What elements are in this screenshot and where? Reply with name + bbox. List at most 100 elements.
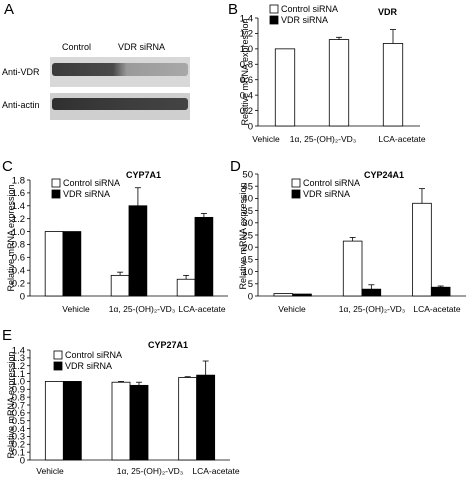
y-tick-label: 0.2 [12, 440, 25, 451]
bar-vdr-sirna-2 [194, 216, 214, 297]
panel-a: A Control VDR siRNA Anti-VDR Anti-actin [2, 1, 190, 120]
y-tick-label: 20 [242, 243, 253, 254]
y-tick-label: 1.2 [240, 29, 253, 40]
y-tick-label: 25 [242, 230, 253, 241]
category-label: Vehicle [252, 134, 280, 144]
y-axis-label: Relative mRNA expression [6, 184, 16, 291]
bar-control-sirna-2 [412, 202, 432, 297]
y-tick-label: 1.1 [12, 369, 25, 380]
y-tick-label: 0.6 [12, 253, 25, 264]
y-axis-label: Relative mRNA expression [240, 18, 250, 125]
y-tick-label: 1.0 [240, 44, 253, 55]
legend-swatch-control-sirna [51, 178, 61, 188]
legend-label-vdr-sirna: VDR siRNA [303, 189, 350, 199]
bar-vdr-sirna-0 [292, 293, 312, 297]
blot-band-actin [52, 98, 188, 110]
y-tick-label: 1.0 [12, 227, 25, 238]
bar-vdr-sirna-0 [62, 381, 82, 461]
category-label: LCA-acetate [178, 304, 226, 314]
y-tick-label: 40 [242, 194, 253, 205]
lane-label-control: Control [62, 42, 91, 52]
y-tick-label: 0.2 [240, 106, 253, 117]
y-tick-label: 0.8 [12, 392, 25, 403]
chart-panel-c: C CYP7A1 0 0.20.4 0.6 0.8 1.0 1.2 1.4 1.6 1.8Relat… [2, 158, 228, 314]
y-tick-label: 30 [242, 218, 253, 229]
category-label: LCA-acetate [378, 134, 426, 144]
chart-title: VDR [378, 7, 398, 17]
y-tick-label: 1.6 [12, 188, 25, 199]
y-tick-label: 1.0 [12, 377, 25, 388]
legend-swatch-control-sirna [291, 178, 301, 188]
y-axis-label: Relative mRNA expression [238, 182, 248, 289]
y-tick-label: 0.6 [12, 408, 25, 419]
bar-vdr-sirna-2 [196, 374, 216, 461]
category-label: 1α, 25-(OH)₂-VD₃ [290, 134, 356, 144]
category-label: Vehicle [278, 304, 306, 314]
legend-label-control-sirna: Control siRNA [65, 350, 122, 360]
y-tick-label: 5 [248, 279, 253, 290]
bar-control-sirna-1 [342, 240, 363, 297]
legend-swatch-vdr-sirna [269, 15, 279, 25]
legend-swatch-control-sirna [53, 350, 63, 360]
chart-title: CYP24A1 [364, 170, 404, 180]
bar-vdr-sirna-1 [361, 288, 382, 297]
bar-vdr-sirna-2 [430, 286, 451, 297]
y-tick-label: 0.5 [12, 416, 25, 427]
y-tick-label: 0.4 [12, 266, 25, 277]
chart-panel-e: ECYP27A100.10.20.30.40.50.60.70.80.91.01… [2, 327, 240, 476]
y-tick-label: 0 [248, 121, 253, 132]
bar-vdr-sirna-1 [129, 384, 149, 461]
bar-control-sirna-0 [44, 381, 64, 461]
y-tick-label: 0.6 [240, 75, 253, 86]
legend-label-vdr-sirna: VDR siRNA [281, 15, 328, 25]
y-tick-label: 1.2 [12, 361, 25, 372]
y-tick-label: 1.4 [12, 345, 25, 356]
y-tick-label: 1.4 [240, 13, 253, 24]
bar-control-sirna-1 [328, 39, 350, 127]
y-tick-label: 0.3 [12, 432, 25, 443]
y-tick-label: 50 [242, 169, 253, 180]
blot-band-vdr [52, 63, 188, 76]
y-tick-label: 0 [20, 291, 25, 302]
y-tick-label: 0 [20, 455, 25, 466]
category-label: 1α, 25-(OH)₂-VD₃ [339, 304, 405, 314]
legend-label-control-sirna: Control siRNA [303, 178, 360, 188]
panel-label: C [2, 158, 13, 175]
bar-vdr-sirna-0 [62, 231, 82, 297]
bar-control-sirna-2 [382, 43, 404, 127]
legend-label-control-sirna: Control siRNA [281, 4, 338, 14]
row-label-anti-actin: Anti-actin [2, 100, 40, 110]
y-tick-label: 0.1 [12, 447, 25, 458]
y-tick-label: 0.9 [12, 385, 25, 396]
bar-control-sirna-0 [273, 293, 294, 297]
y-tick-label: 0.7 [12, 400, 25, 411]
panel-label: E [2, 327, 12, 344]
legend-swatch-vdr-sirna [53, 361, 63, 371]
panel-label: B [228, 1, 238, 18]
category-label: Vehicle [36, 466, 64, 476]
y-tick-label: 45 [242, 182, 253, 193]
y-tick-label: 1.3 [12, 353, 25, 364]
category-label: Vehicle [62, 304, 90, 314]
y-tick-label: 0.8 [12, 240, 25, 251]
y-tick-label: 0.2 [12, 278, 25, 289]
chart-title: CYP27A1 [148, 340, 188, 350]
panel-a-label: A [4, 1, 14, 18]
y-tick-label: 0 [248, 291, 253, 302]
legend-swatch-vdr-sirna [291, 189, 301, 199]
bar-control-sirna-1 [110, 274, 130, 297]
bar-control-sirna-0 [44, 231, 64, 297]
category-label: LCA-acetate [192, 466, 240, 476]
legend-swatch-vdr-sirna [51, 189, 61, 199]
y-axis-label: Relative mRNA expression [6, 351, 16, 458]
y-tick-label: 10 [242, 267, 253, 278]
bar-control-sirna-2 [178, 377, 198, 461]
legend-label-vdr-sirna: VDR siRNA [65, 361, 112, 371]
bar-vdr-sirna-1 [128, 205, 148, 297]
y-tick-label: 0.8 [240, 60, 253, 71]
bar-control-sirna-0 [274, 48, 296, 127]
chart-title: CYP7A1 [126, 170, 161, 180]
